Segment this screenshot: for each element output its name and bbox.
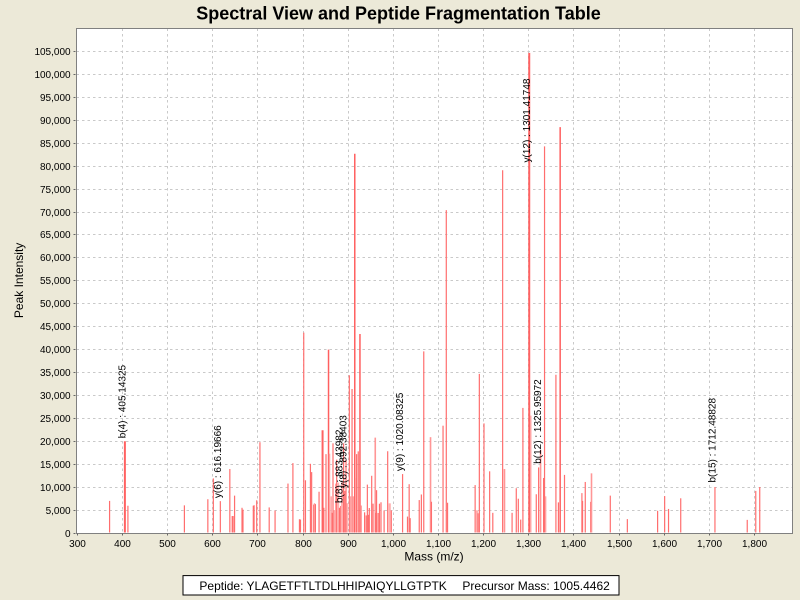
svg-text:Precursor Mass: 1005.4462: Precursor Mass: 1005.4462 bbox=[462, 579, 610, 593]
svg-text:1,600: 1,600 bbox=[652, 539, 677, 550]
svg-text:80,000: 80,000 bbox=[40, 162, 71, 173]
svg-text:1,100: 1,100 bbox=[426, 539, 451, 550]
svg-text:85,000: 85,000 bbox=[40, 139, 71, 150]
svg-text:75,000: 75,000 bbox=[40, 185, 71, 196]
svg-text:15,000: 15,000 bbox=[40, 460, 71, 471]
svg-text:70,000: 70,000 bbox=[40, 208, 71, 219]
svg-text:b(15) : 1712.48828: b(15) : 1712.48828 bbox=[707, 398, 718, 483]
svg-text:b(4) : 405.14325: b(4) : 405.14325 bbox=[117, 364, 128, 438]
svg-text:y(12) : 1301.41748: y(12) : 1301.41748 bbox=[522, 78, 533, 162]
svg-text:500: 500 bbox=[159, 539, 176, 550]
svg-text:b(12) : 1325.95972: b(12) : 1325.95972 bbox=[533, 379, 544, 464]
svg-text:90,000: 90,000 bbox=[40, 116, 71, 127]
svg-text:55,000: 55,000 bbox=[40, 276, 71, 287]
svg-text:20,000: 20,000 bbox=[40, 437, 71, 448]
svg-text:35,000: 35,000 bbox=[40, 368, 71, 379]
svg-text:Peak Intensity: Peak Intensity bbox=[12, 243, 26, 318]
svg-text:1,700: 1,700 bbox=[697, 539, 722, 550]
svg-text:1,000: 1,000 bbox=[381, 539, 406, 550]
svg-text:25,000: 25,000 bbox=[40, 414, 71, 425]
svg-text:y(8) : 892.38403: y(8) : 892.38403 bbox=[339, 415, 350, 488]
svg-text:400: 400 bbox=[114, 539, 131, 550]
svg-text:60,000: 60,000 bbox=[40, 253, 71, 264]
svg-text:b(8) : 883.43982: b(8) : 883.43982 bbox=[335, 429, 346, 503]
svg-text:30,000: 30,000 bbox=[40, 391, 71, 402]
svg-text:1,200: 1,200 bbox=[471, 539, 496, 550]
svg-text:5,000: 5,000 bbox=[46, 506, 71, 517]
svg-text:50,000: 50,000 bbox=[40, 299, 71, 310]
svg-text:Peptide: YLAGETFTLTDLHHIPAIQYL: Peptide: YLAGETFTLTDLHHIPAIQYLLGTPTK bbox=[199, 579, 446, 593]
svg-text:y(9) : 1020.08325: y(9) : 1020.08325 bbox=[395, 392, 406, 471]
svg-text:Spectral View and Peptide Frag: Spectral View and Peptide Fragmentation … bbox=[196, 4, 600, 24]
svg-text:65,000: 65,000 bbox=[40, 230, 71, 241]
svg-text:105,000: 105,000 bbox=[34, 47, 71, 58]
svg-text:Mass (m/z): Mass (m/z) bbox=[404, 550, 463, 564]
svg-text:95,000: 95,000 bbox=[40, 93, 71, 104]
svg-text:700: 700 bbox=[249, 539, 266, 550]
svg-text:1,500: 1,500 bbox=[607, 539, 632, 550]
svg-text:100,000: 100,000 bbox=[34, 70, 71, 81]
svg-text:800: 800 bbox=[295, 539, 312, 550]
svg-text:1,300: 1,300 bbox=[516, 539, 541, 550]
svg-text:10,000: 10,000 bbox=[40, 483, 71, 494]
svg-text:0: 0 bbox=[65, 529, 71, 540]
svg-text:900: 900 bbox=[340, 539, 357, 550]
svg-text:y(6) : 616.19666: y(6) : 616.19666 bbox=[213, 425, 224, 498]
svg-text:1,800: 1,800 bbox=[742, 539, 767, 550]
svg-text:600: 600 bbox=[204, 539, 221, 550]
svg-text:300: 300 bbox=[69, 539, 86, 550]
svg-text:45,000: 45,000 bbox=[40, 322, 71, 333]
svg-text:1,400: 1,400 bbox=[561, 539, 586, 550]
svg-text:40,000: 40,000 bbox=[40, 345, 71, 356]
